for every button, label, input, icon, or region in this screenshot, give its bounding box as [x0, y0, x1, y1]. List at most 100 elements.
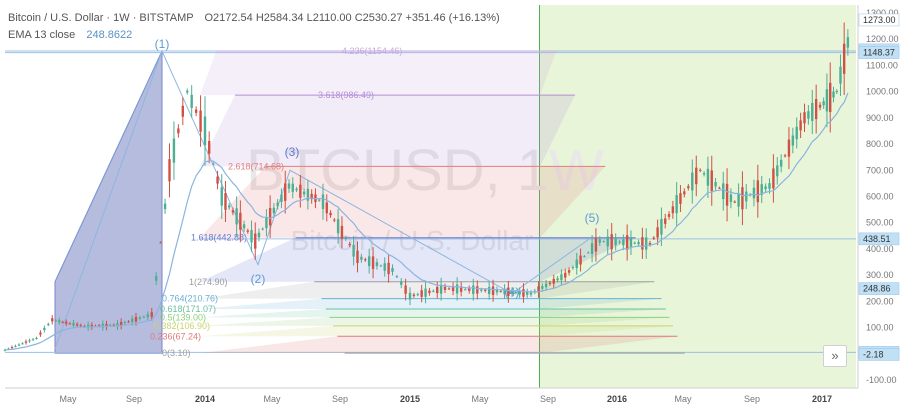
x-tick-label: Sep	[744, 394, 760, 404]
candle-body	[652, 237, 656, 239]
candle-body	[287, 183, 291, 189]
y-tick-label: 100.00	[866, 323, 894, 333]
chart-legend: Bitcoin / U.S. Dollar · 1W · BITSTAMP O2…	[8, 10, 500, 44]
candle-body	[752, 187, 756, 199]
candle-body	[24, 341, 28, 343]
candle-body	[412, 294, 416, 296]
candle-body	[598, 239, 601, 243]
x-tick-label: May	[471, 394, 489, 404]
y-tick-label: 900.00	[866, 113, 894, 123]
y-tick-label: 1200.00	[866, 34, 899, 44]
ema-label[interactable]: EMA 13 close	[8, 29, 76, 41]
candle-body	[575, 259, 578, 269]
candle-body	[90, 324, 94, 328]
candle-body	[134, 316, 138, 322]
candle-body	[428, 290, 431, 294]
candle-body	[367, 256, 371, 267]
candle-body	[420, 290, 423, 297]
candle-body	[741, 187, 744, 210]
candle-body	[537, 286, 540, 293]
fib-level-label: 0(3.10)	[162, 348, 191, 358]
candle-body	[835, 90, 838, 93]
candle-body	[154, 276, 158, 281]
candle-body	[216, 176, 219, 184]
candle-body	[839, 66, 842, 84]
y-tick-label: 1100.00	[866, 60, 898, 70]
candle-body	[602, 241, 605, 243]
wave-label: (1)	[155, 37, 170, 51]
candle-body	[463, 289, 467, 291]
candle-body	[203, 116, 207, 146]
x-tick-label: Sep	[126, 394, 142, 404]
candle-body	[257, 232, 261, 238]
candle-body	[61, 321, 64, 323]
candle-body	[729, 194, 733, 203]
candle-body	[127, 321, 130, 323]
candle-body	[181, 105, 185, 117]
candle-body	[683, 191, 686, 195]
candle-body	[710, 170, 713, 192]
candle-body	[722, 183, 725, 200]
candle-body	[276, 202, 279, 207]
watermark-symbol: BTCUSD, 1W	[246, 138, 604, 203]
candle-body	[352, 244, 355, 257]
candle-body	[656, 227, 659, 238]
candle-body	[764, 186, 767, 190]
symbol-title[interactable]: Bitcoin / U.S. Dollar · 1W · BITSTAMP	[8, 12, 194, 24]
candle-body	[416, 294, 419, 296]
ohlc-values: O2172.54 H2584.34 L2110.00 C2530.27 +351…	[204, 12, 500, 24]
candle-body	[336, 219, 340, 234]
candle-body	[172, 138, 176, 163]
scroll-to-realtime-button[interactable]: »	[823, 345, 847, 367]
candle-body	[302, 191, 306, 195]
candle-body	[186, 90, 189, 93]
candle-body	[818, 104, 822, 108]
ema-value: 248.8622	[86, 29, 133, 41]
candle-body	[268, 207, 272, 226]
candle-body	[590, 243, 594, 255]
candle-body	[560, 274, 563, 281]
candle-body	[811, 102, 814, 121]
candle-body	[567, 270, 571, 273]
candle-body	[395, 276, 399, 278]
x-tick-label: 2016	[607, 394, 627, 404]
fib-level-label: 0.5(139.00)	[160, 312, 206, 322]
candle-body	[783, 155, 787, 157]
candle-body	[387, 262, 390, 275]
candle-body	[760, 184, 763, 195]
fib-band	[200, 237, 636, 282]
y-tick-label: 200.00	[866, 296, 894, 306]
candle-body	[344, 237, 348, 240]
candle-body	[733, 201, 736, 203]
candle-body	[829, 82, 832, 112]
candle-body	[212, 163, 215, 165]
price-label: 438.51	[863, 234, 891, 244]
candle-body	[54, 320, 57, 322]
x-tick-label: 2017	[812, 394, 832, 404]
candle-body	[207, 140, 211, 154]
candle-body	[756, 180, 760, 203]
candle-body	[552, 278, 555, 284]
y-tick-label: 500.00	[866, 218, 894, 228]
candle-body	[507, 287, 510, 297]
candle-body	[408, 292, 412, 300]
candle-body	[360, 256, 363, 260]
candle-body	[250, 229, 253, 243]
candle-body	[14, 345, 17, 347]
candle-body	[564, 272, 567, 278]
fib-band	[200, 325, 674, 337]
candle-body	[714, 182, 717, 187]
price-label-box	[858, 282, 900, 295]
candle-body	[404, 285, 407, 294]
fib-band	[200, 281, 655, 299]
y-tick-label: 600.00	[866, 192, 894, 202]
candle-body	[371, 256, 375, 269]
candle-body	[391, 268, 394, 272]
candle-body	[691, 172, 694, 191]
fib-level-label: 3.618(986.49)	[318, 90, 374, 100]
fib-trend-line	[54, 50, 163, 282]
price-label-box	[858, 13, 900, 27]
candle-body	[487, 287, 491, 295]
